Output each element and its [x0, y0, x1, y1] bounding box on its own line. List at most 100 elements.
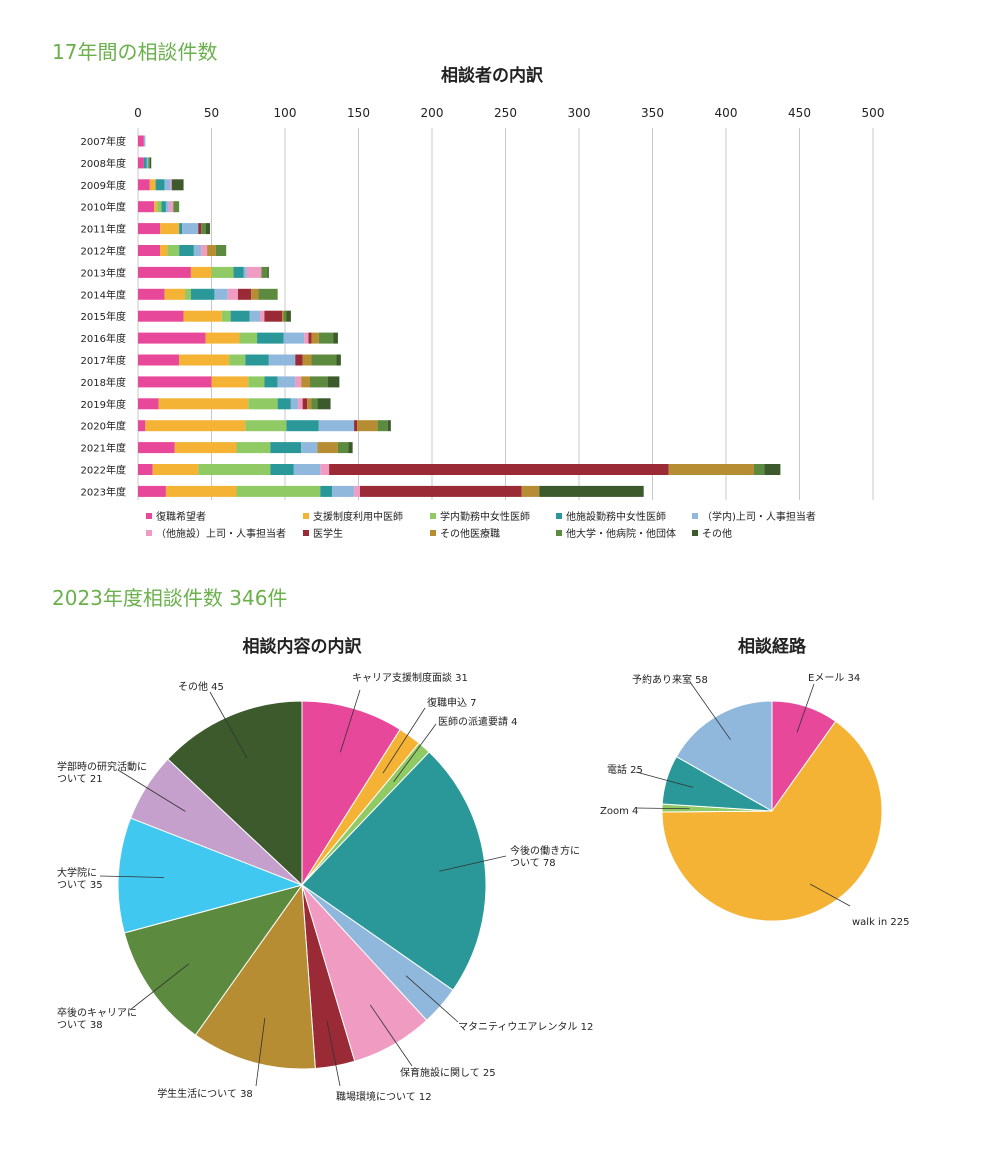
pie1-leader [99, 875, 165, 878]
x-tick-label: 350 [641, 106, 664, 120]
bar-segment [138, 223, 161, 235]
y-tick-label: 2013年度 [81, 266, 126, 279]
bar-segment [377, 420, 388, 432]
pie2-slice-label: walk in 225 [852, 917, 909, 928]
bar-segment [245, 354, 269, 366]
bar-segment [521, 485, 540, 497]
bar-segment [270, 442, 302, 454]
legend-label: その他医療職 [440, 527, 500, 540]
x-tick-label: 400 [715, 106, 738, 120]
bar-segment [145, 420, 246, 432]
bar-segment [298, 398, 303, 410]
bar-segment [205, 223, 211, 235]
bar-segment [215, 245, 227, 256]
bar-segment [198, 223, 202, 235]
bar-segment [233, 266, 244, 278]
bar-segment [138, 201, 155, 213]
x-tick-label: 250 [494, 106, 517, 120]
bar-segment [329, 464, 669, 475]
bar-segment [318, 420, 355, 432]
bar-segment [301, 442, 318, 454]
bar-segment [311, 354, 337, 366]
bar-segment [336, 354, 341, 366]
pie1-leader [405, 975, 459, 1023]
x-tick-label: 150 [347, 106, 370, 120]
bar-segment [237, 288, 252, 300]
bar-segment [245, 420, 287, 432]
x-tick-label: 300 [568, 106, 591, 120]
pie1-leader [255, 1017, 266, 1087]
pie1-slice [301, 751, 487, 991]
pie2-slice-label: Eメール 34 [808, 673, 860, 684]
y-tick-label: 2012年度 [81, 245, 126, 258]
bar-segment [143, 157, 147, 169]
bar-segment [227, 288, 238, 300]
legend-swatch [146, 513, 152, 519]
pie1-leader [393, 723, 437, 783]
y-tick-label: 2014年度 [81, 288, 126, 301]
legend-swatch [556, 530, 562, 536]
y-tick-label: 2008年度 [81, 157, 126, 170]
bar-segment [138, 266, 191, 278]
bar-segment [205, 332, 240, 344]
pie1-slice-label: 今後の働き方について 78 [510, 844, 580, 869]
bar-segment [387, 420, 391, 432]
y-tick-label: 2023年度 [81, 485, 126, 498]
bar-segment [157, 201, 162, 213]
pie1-leader [439, 855, 507, 872]
y-tick-label: 2007年度 [81, 135, 126, 148]
bar-segment [260, 310, 265, 322]
bar-segment [138, 135, 144, 147]
bar-segment [138, 310, 184, 322]
bar-segment [286, 420, 319, 432]
bar-segment [302, 398, 308, 410]
bar-segment [236, 485, 321, 497]
bar-segment [293, 464, 321, 475]
bar-segment [248, 376, 265, 388]
y-tick-label: 2019年度 [81, 398, 126, 411]
y-tick-label: 2009年度 [81, 179, 126, 192]
bar-segment [138, 420, 146, 432]
x-tick-label: 0 [134, 106, 142, 120]
bar-segment [539, 485, 644, 497]
bar-segment [277, 376, 296, 388]
bar-segment [229, 354, 246, 366]
bar-segment [295, 354, 303, 366]
bar-segment [764, 464, 781, 475]
section-title-history: 17年間の相談件数 [52, 40, 218, 64]
y-tick-label: 2016年度 [81, 332, 126, 345]
bar-segment [179, 245, 194, 256]
bar-segment [138, 245, 161, 256]
bar-segment [354, 485, 360, 497]
bar-segment [257, 332, 284, 344]
bar-segment [327, 376, 340, 388]
y-tick-label: 2010年度 [81, 201, 126, 214]
pie1-title: 相談内容の内訳 [243, 636, 363, 657]
bar-segment [295, 376, 302, 388]
pie1-leader [369, 1004, 413, 1067]
bar-segment [264, 376, 278, 388]
legend-label: 他施設勤務中女性医師 [566, 510, 666, 523]
bar-segment [201, 223, 206, 235]
bar-segment [201, 245, 208, 256]
bar-segment [138, 485, 166, 497]
bar-segment [283, 332, 305, 344]
bar-segment [155, 179, 165, 191]
y-tick-label: 2020年度 [81, 420, 126, 433]
bar-segment [211, 266, 234, 278]
bar-segment [317, 442, 338, 454]
bar-segment [198, 464, 271, 475]
x-tick-label: 500 [862, 106, 885, 120]
bar-segment [264, 310, 283, 322]
bar-segment [354, 420, 358, 432]
bar-segment [302, 354, 312, 366]
pie1-slice-label: マタニティウエアレンタル 12 [458, 1021, 593, 1033]
pie2-slice-label: 予約あり来室 58 [632, 673, 708, 686]
pie1-slice-label: 医師の派遣要請 4 [438, 715, 518, 728]
x-tick-label: 100 [274, 106, 297, 120]
pie1-slice [123, 884, 304, 1036]
pie1-slice-label: その他 45 [178, 680, 224, 693]
y-tick-label: 2017年度 [81, 354, 126, 367]
legend-label: その他 [702, 527, 732, 540]
bar-segment [149, 179, 156, 191]
